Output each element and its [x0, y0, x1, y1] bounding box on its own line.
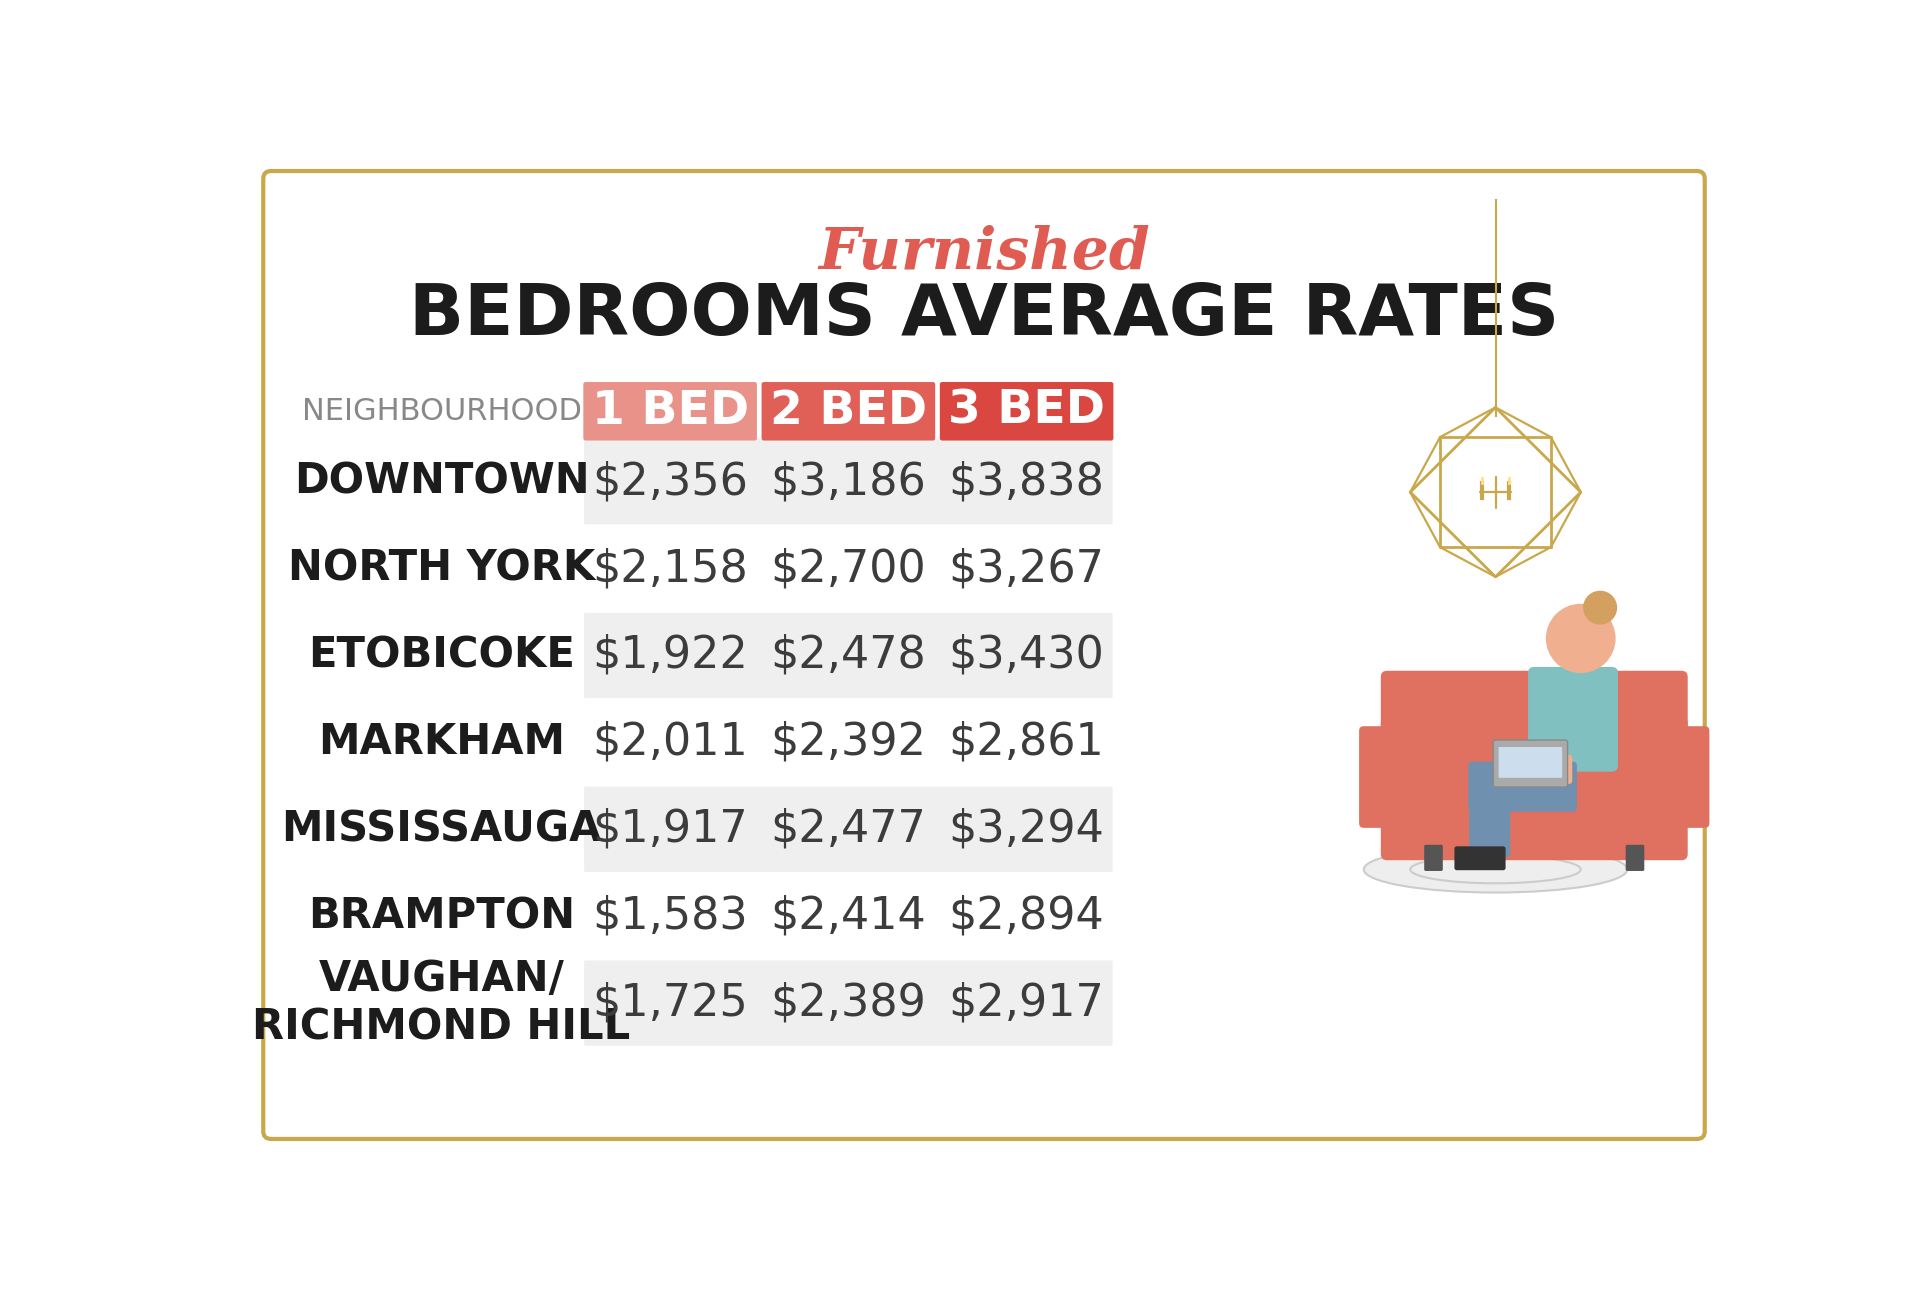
- Ellipse shape: [1363, 847, 1628, 892]
- Text: $2,700: $2,700: [770, 547, 925, 590]
- Text: $2,011: $2,011: [591, 721, 749, 764]
- Text: NORTH YORK: NORTH YORK: [288, 547, 595, 590]
- FancyBboxPatch shape: [762, 383, 935, 441]
- Text: $3,267: $3,267: [948, 547, 1104, 590]
- FancyBboxPatch shape: [1528, 667, 1619, 772]
- FancyBboxPatch shape: [1380, 717, 1688, 860]
- Text: $2,477: $2,477: [770, 808, 925, 851]
- FancyBboxPatch shape: [1494, 741, 1567, 787]
- Text: $3,430: $3,430: [948, 634, 1104, 677]
- FancyBboxPatch shape: [1380, 671, 1688, 768]
- Text: VAUGHAN/
RICHMOND HILL: VAUGHAN/ RICHMOND HILL: [252, 957, 630, 1048]
- FancyBboxPatch shape: [1668, 726, 1709, 827]
- Text: DOWNTOWN: DOWNTOWN: [294, 460, 589, 503]
- FancyBboxPatch shape: [263, 171, 1705, 1139]
- Text: $2,356: $2,356: [591, 460, 749, 503]
- Text: $2,894: $2,894: [948, 895, 1104, 938]
- Circle shape: [1546, 604, 1615, 673]
- Text: $2,389: $2,389: [770, 982, 925, 1025]
- FancyBboxPatch shape: [584, 960, 1114, 1045]
- Text: $2,414: $2,414: [770, 895, 925, 938]
- Text: MISSISSAUGA: MISSISSAUGA: [282, 808, 601, 851]
- FancyBboxPatch shape: [939, 383, 1114, 441]
- FancyBboxPatch shape: [1359, 726, 1400, 827]
- Text: 3 BED: 3 BED: [948, 389, 1106, 433]
- FancyBboxPatch shape: [1455, 847, 1505, 870]
- Text: $3,838: $3,838: [948, 460, 1104, 503]
- Text: ETOBICOKE: ETOBICOKE: [307, 634, 574, 677]
- Text: 1 BED: 1 BED: [591, 389, 749, 433]
- FancyBboxPatch shape: [1500, 747, 1563, 778]
- Text: $2,861: $2,861: [948, 721, 1104, 764]
- FancyBboxPatch shape: [1425, 844, 1442, 872]
- Text: $1,922: $1,922: [591, 634, 749, 677]
- Text: Furnished: Furnished: [818, 226, 1150, 281]
- FancyBboxPatch shape: [1469, 790, 1511, 857]
- FancyBboxPatch shape: [1626, 844, 1644, 872]
- Text: $2,392: $2,392: [770, 721, 925, 764]
- FancyBboxPatch shape: [584, 786, 1114, 872]
- FancyBboxPatch shape: [1469, 761, 1576, 812]
- Text: $2,158: $2,158: [591, 547, 749, 590]
- Text: 2 BED: 2 BED: [770, 389, 927, 433]
- Text: $1,917: $1,917: [591, 808, 749, 851]
- Text: $3,294: $3,294: [948, 808, 1104, 851]
- Text: NEIGHBOURHOOD: NEIGHBOURHOOD: [301, 397, 582, 425]
- FancyBboxPatch shape: [584, 383, 756, 441]
- Text: $2,917: $2,917: [948, 982, 1104, 1025]
- FancyBboxPatch shape: [1519, 755, 1572, 783]
- Text: $3,186: $3,186: [770, 460, 925, 503]
- FancyBboxPatch shape: [584, 438, 1114, 524]
- Text: MARKHAM: MARKHAM: [319, 721, 564, 764]
- Circle shape: [1584, 590, 1617, 625]
- Text: BRAMPTON: BRAMPTON: [307, 895, 576, 938]
- FancyBboxPatch shape: [584, 612, 1114, 698]
- Text: $1,725: $1,725: [591, 982, 749, 1025]
- Text: $2,478: $2,478: [770, 634, 925, 677]
- Text: BEDROOMS AVERAGE RATES: BEDROOMS AVERAGE RATES: [409, 280, 1559, 349]
- Text: $1,583: $1,583: [591, 895, 749, 938]
